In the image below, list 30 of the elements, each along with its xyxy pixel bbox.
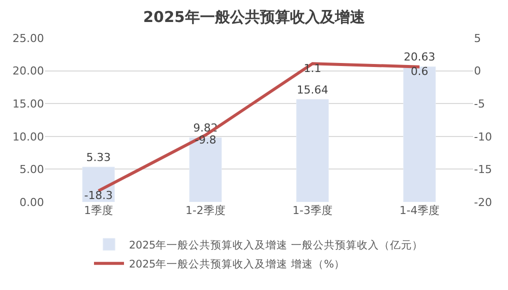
data-label: 1.1 [304,62,322,75]
data-label: 0.6 [410,65,428,78]
bar [296,99,329,202]
y2-tick-label: -20 [474,196,492,209]
data-label: 20.63 [404,50,436,64]
bar [189,137,222,202]
x-tick-label: 1-2季度 [186,204,226,217]
x-tick-label: 1-4季度 [400,204,440,217]
data-label: -9.8 [194,133,216,146]
legend-label: 2025年一般公共预算收入及增速 增速（%） [129,257,346,270]
y-tick-label: 5.00 [20,163,44,176]
y-tick-label: 15.00 [12,97,44,110]
x-tick-label: 1-3季度 [292,204,332,217]
y-tick-label: 20.00 [12,64,44,78]
bar [403,66,436,202]
data-label: -18.3 [84,189,113,202]
legend-label: 2025年一般公共预算收入及增速 一般公共预算收入（亿元） [129,238,424,252]
data-label: 5.33 [86,151,111,164]
y2-tick-label: -10 [474,130,492,144]
y2-tick-label: 5 [474,32,481,45]
y2-tick-label: -5 [474,97,485,110]
data-label: 15.64 [296,83,328,96]
x-tick-label: 1季度 [84,204,113,217]
y-tick-label: 25.00 [12,32,44,45]
chart-title: 2025年一般公共预算收入及增速 [143,8,366,26]
y-tick-label: 0.00 [20,196,44,209]
y2-tick-label: 0 [474,64,481,78]
y-tick-label: 10.00 [12,130,44,144]
y2-tick-label: -15 [474,163,492,176]
bar [82,166,115,202]
